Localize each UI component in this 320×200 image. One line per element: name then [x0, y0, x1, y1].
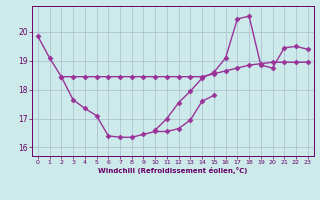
X-axis label: Windchill (Refroidissement éolien,°C): Windchill (Refroidissement éolien,°C) [98, 167, 247, 174]
